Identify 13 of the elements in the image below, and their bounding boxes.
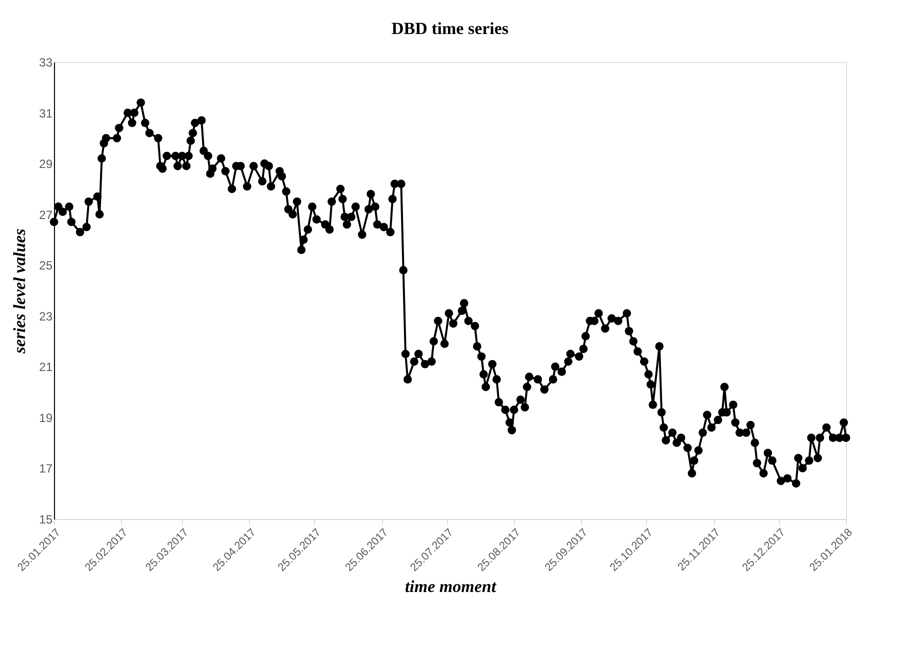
y-tick-label: 17 [39, 462, 53, 476]
x-axis-title: time moment [404, 577, 498, 596]
y-tick-label: 33 [39, 56, 53, 70]
y-tick-label: 15 [39, 512, 53, 526]
y-tick-label: 19 [39, 410, 53, 425]
y-tick-label: 31 [39, 106, 53, 120]
y-tick-label: 25 [39, 258, 53, 273]
y-tick-label: 27 [39, 208, 53, 222]
y-tick-label: 23 [39, 309, 53, 324]
chart-title: DBD time series [391, 19, 509, 38]
y-tick-label: 21 [39, 360, 53, 374]
y-tick-label: 29 [39, 157, 53, 172]
y-axis-title: series level values [10, 228, 30, 354]
